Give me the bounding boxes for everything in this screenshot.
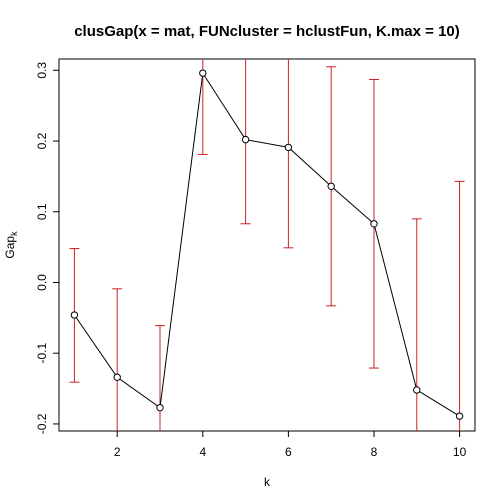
y-axis-label-subscript: k (9, 231, 19, 236)
y-tick-label: 0.1 (35, 203, 49, 220)
gap-point (413, 386, 421, 394)
error-bars (69, 59, 465, 431)
x-tick-label: 10 (453, 445, 467, 459)
gap-point (199, 69, 207, 77)
y-tick-label: 0.2 (35, 132, 49, 149)
y-tick-label: -0.2 (35, 413, 49, 434)
y-axis: -0.2 -0.1 0.0 0.1 0.2 0.3 (35, 62, 60, 434)
gap-points (70, 69, 464, 420)
y-tick-label: -0.1 (35, 343, 49, 364)
gap-series (73, 71, 460, 417)
chart-title: clusGap(x = mat, FUNcluster = hclustFun,… (74, 23, 460, 40)
x-tick-label: 8 (371, 445, 378, 459)
error-bar (411, 218, 422, 431)
y-axis-label-main: Gap (3, 236, 17, 259)
y-tick-label: 0.0 (35, 274, 49, 291)
gap-point (327, 182, 335, 191)
y-axis-label: Gapk (3, 231, 19, 259)
y-tick-label: 0.3 (35, 62, 49, 79)
gap-point (70, 311, 79, 319)
gap-point (370, 220, 378, 228)
x-axis: 2 4 6 8 10 (114, 430, 467, 459)
gap-point (113, 373, 121, 381)
plot-area (69, 59, 465, 431)
gap-point (455, 412, 464, 420)
gap-line (73, 71, 460, 417)
x-axis-label: k (264, 475, 271, 489)
gap-point (156, 403, 164, 412)
x-tick-label: 4 (199, 445, 206, 459)
x-tick-label: 6 (285, 445, 292, 459)
gap-point (241, 135, 250, 144)
x-tick-label: 2 (114, 445, 121, 459)
gap-point (284, 143, 293, 152)
